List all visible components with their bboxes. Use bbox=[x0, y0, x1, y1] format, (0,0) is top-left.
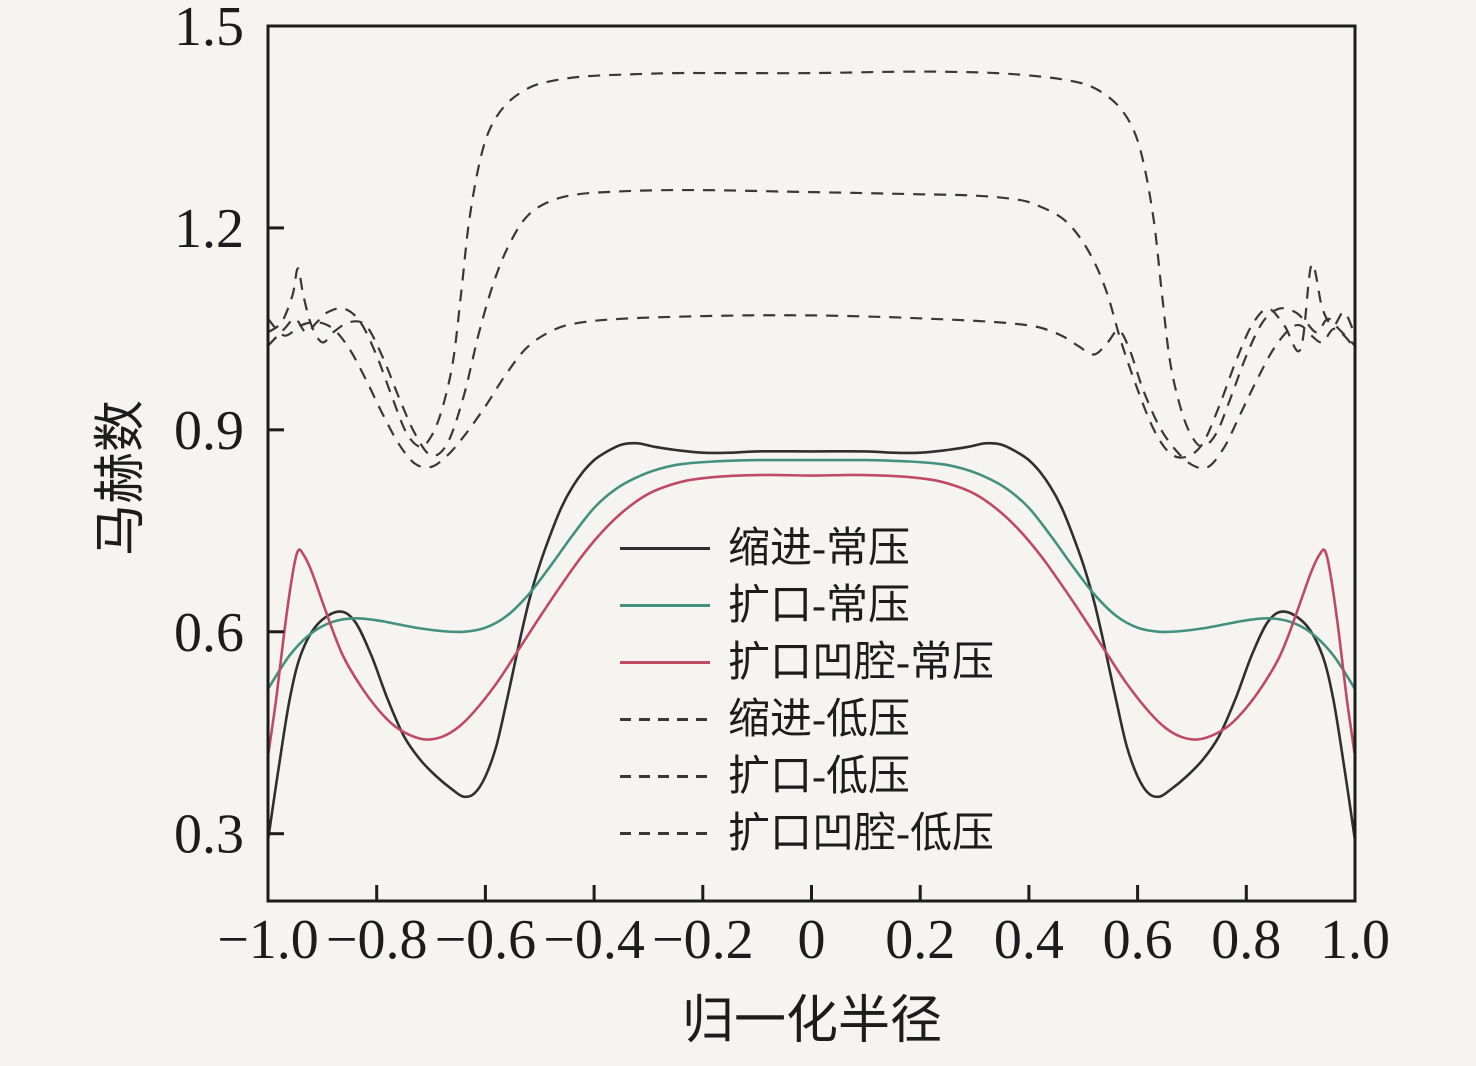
legend-swatch-line bbox=[620, 775, 710, 778]
x-tick-label: 0.2 bbox=[885, 909, 955, 971]
y-axis-title: 马赫数 bbox=[93, 399, 150, 557]
legend-swatch-line bbox=[620, 718, 710, 721]
series-path-1 bbox=[267, 458, 1356, 690]
legend-item: 扩口凹腔-低压 bbox=[620, 805, 994, 862]
series-path-4 bbox=[267, 188, 1356, 459]
x-tick-label: −0.4 bbox=[543, 909, 645, 971]
y-tick-label: 1.2 bbox=[174, 198, 244, 260]
x-axis-title: 归一化半径 bbox=[681, 993, 943, 1050]
legend-item: 缩进-常压 bbox=[620, 520, 994, 577]
y-tick-label: 0.3 bbox=[174, 804, 244, 866]
legend-item: 扩口-常压 bbox=[620, 577, 994, 634]
series-path-2 bbox=[267, 473, 1356, 757]
legend-label: 缩进-低压 bbox=[728, 696, 910, 743]
x-tick-label: −0.6 bbox=[435, 909, 537, 971]
series-path-3 bbox=[267, 70, 1356, 448]
legend: 缩进-常压 扩口-常压 扩口凹腔-常压 缩进-低压 扩口-低压 扩口凹腔-低压 bbox=[620, 520, 994, 862]
x-tick-label: 0.8 bbox=[1211, 909, 1281, 971]
legend-swatch-line bbox=[620, 547, 710, 550]
x-tick-label: 1.0 bbox=[1320, 909, 1390, 971]
x-tick-label: 0.6 bbox=[1103, 909, 1173, 971]
legend-item: 扩口-低压 bbox=[620, 748, 994, 805]
x-tick-label: −0.2 bbox=[652, 909, 754, 971]
y-tick-label: 0.6 bbox=[174, 602, 244, 664]
legend-swatch-line bbox=[620, 832, 710, 835]
legend-label: 扩口-常压 bbox=[728, 582, 910, 629]
x-tick-label: 0 bbox=[798, 909, 826, 971]
x-tick-label: 0.4 bbox=[994, 909, 1064, 971]
legend-label: 扩口凹腔-低压 bbox=[728, 810, 994, 857]
curves bbox=[267, 70, 1356, 841]
legend-swatch-line bbox=[620, 661, 710, 664]
x-tick-label: −0.8 bbox=[326, 909, 428, 971]
series-path-0 bbox=[267, 441, 1356, 841]
y-tick-label: 0.9 bbox=[174, 400, 244, 462]
legend-label: 扩口-低压 bbox=[728, 753, 910, 800]
legend-label: 缩进-常压 bbox=[728, 525, 910, 572]
legend-item: 扩口凹腔-常压 bbox=[620, 634, 994, 691]
legend-swatch-line bbox=[620, 604, 710, 607]
x-tick-label: −1.0 bbox=[217, 909, 319, 971]
y-tick-label: 1.5 bbox=[174, 0, 244, 58]
series-path-5 bbox=[267, 314, 1356, 470]
legend-label: 扩口凹腔-常压 bbox=[728, 639, 994, 686]
legend-item: 缩进-低压 bbox=[620, 691, 994, 748]
